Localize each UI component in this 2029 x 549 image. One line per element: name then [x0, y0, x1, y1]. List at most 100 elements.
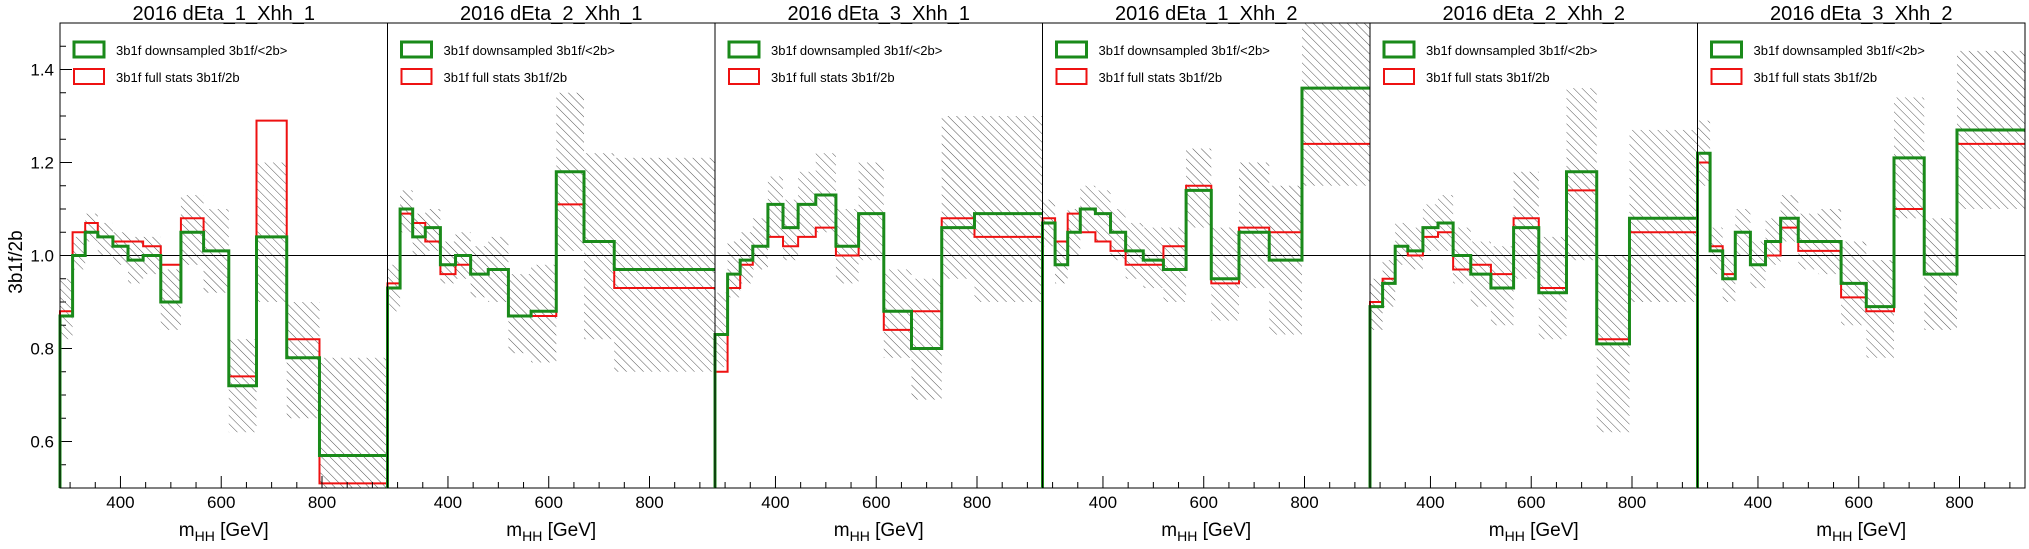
panel-title: 2016 dEta_3_Xhh_1: [788, 3, 970, 25]
series-downsampled-line: [1041, 86, 1370, 488]
legend-label: 3b1f full stats 3b1f/2b: [771, 70, 895, 85]
uncertainty-band-bin: [752, 218, 768, 270]
x-axis-label: mHH [GeV]: [506, 520, 596, 544]
x-tick-label: 400: [1089, 493, 1117, 512]
uncertainty-band-bin: [815, 153, 836, 233]
panel-title: 2016 dEta_2_Xhh_2: [1443, 3, 1625, 25]
y-tick-label: 1.0: [30, 247, 54, 266]
series-downsampled-line: [1368, 170, 1698, 488]
uncertainty-band-bin: [883, 269, 912, 358]
uncertainty-band-bin: [508, 274, 532, 354]
legend-swatch: [400, 40, 433, 59]
y-tick-label: 1.4: [30, 61, 54, 80]
uncertainty-band-bin: [1566, 88, 1597, 261]
legend-swatch: [1710, 40, 1743, 59]
x-tick-label: 400: [1416, 493, 1444, 512]
uncertainty-band-bin: [1866, 260, 1894, 358]
legend-label: 3b1f downsampled 3b1f/<2b>: [1754, 43, 1925, 58]
x-tick-label: 400: [1744, 493, 1772, 512]
uncertainty-band-bin: [767, 176, 784, 237]
x-tick-label: 800: [635, 493, 663, 512]
y-axis-label: 3b1f/2b: [6, 230, 27, 293]
legend-swatch: [727, 40, 761, 59]
x-axis-label: mHH [GeV]: [1489, 520, 1579, 544]
uncertainty-band-bin: [256, 162, 287, 302]
x-tick-label: 600: [207, 493, 235, 512]
uncertainty-band-bin: [1490, 246, 1514, 326]
uncertainty-band-bin: [1395, 222, 1408, 265]
series-downsampled-line: [386, 170, 715, 488]
x-tick-label: 400: [434, 493, 462, 512]
uncertainty-band-bin: [72, 236, 86, 270]
uncertainty-band-bin: [1110, 209, 1126, 261]
uncertainty-band-bin: [646, 157, 683, 372]
legend-label: 3b1f full stats 3b1f/2b: [1754, 70, 1878, 85]
uncertainty-band-bin: [531, 264, 557, 363]
uncertainty-band-bin: [740, 232, 753, 284]
uncertainty-band-bin: [614, 157, 647, 372]
x-tick-label: 600: [1190, 493, 1218, 512]
uncertainty-band-bin: [1664, 129, 1698, 302]
legend-swatch: [73, 68, 105, 85]
uncertainty-band-bin: [1513, 171, 1539, 279]
legend-swatch: [1710, 68, 1743, 85]
x-tick-label: 800: [1945, 493, 1973, 512]
y-tick-label: 1.2: [30, 154, 54, 173]
y-tick-label: 0.8: [30, 340, 54, 359]
panel-4: 400 600 800 mHH [GeV] 2016 dEta_1_Xhh_2 3b1f …: [1041, 3, 1371, 544]
uncertainty-band-bin: [941, 116, 975, 279]
uncertainty-band-bin: [319, 357, 355, 488]
uncertainty-band-bin: [112, 232, 129, 265]
series-downsampled-line: [713, 193, 1043, 488]
legend-swatch: [72, 40, 106, 59]
legend-label: 3b1f downsampled 3b1f/<2b>: [116, 43, 287, 58]
uncertainty-band-bin: [783, 199, 799, 261]
uncertainty-band-bin: [470, 246, 489, 298]
x-tick-label: 800: [308, 493, 336, 512]
panel-5: 400 600 800 mHH [GeV] 2016 dEta_2_Xhh_2 3b1f …: [1368, 3, 1698, 544]
uncertainty-band-bin: [412, 213, 426, 256]
x-tick-label: 600: [1517, 493, 1545, 512]
x-axis-label: mHH [GeV]: [179, 520, 269, 544]
x-tick-label: 800: [963, 493, 991, 512]
uncertainty-band-bin: [354, 357, 388, 488]
legend-label: 3b1f full stats 3b1f/2b: [1099, 70, 1223, 85]
uncertainty-band-bin: [911, 278, 942, 400]
panel-title: 2016 dEta_1_Xhh_2: [1115, 3, 1297, 25]
legend-label: 3b1f downsampled 3b1f/<2b>: [1099, 43, 1270, 58]
x-tick-label: 400: [761, 493, 789, 512]
uncertainty-band-bin: [974, 116, 1010, 302]
uncertainty-band-bin: [1186, 148, 1212, 228]
uncertainty-band-bin: [1629, 129, 1665, 302]
legend-swatch: [1383, 68, 1415, 85]
uncertainty-band-bin: [286, 302, 320, 419]
legend-label: 3b1f full stats 3b1f/2b: [444, 70, 568, 85]
x-tick-label: 800: [1618, 493, 1646, 512]
uncertainty-band-bin: [1163, 227, 1187, 302]
panel-6: 400 600 800 mHH [GeV] 2016 dEta_3_Xhh_2 3b1f …: [1696, 3, 2026, 544]
x-tick-label: 600: [862, 493, 890, 512]
legend-label: 3b1f downsampled 3b1f/<2b>: [444, 43, 615, 58]
panel-title: 2016 dEta_2_Xhh_1: [460, 3, 642, 25]
x-tick-label: 800: [1290, 493, 1318, 512]
legend-label: 3b1f downsampled 3b1f/<2b>: [771, 43, 942, 58]
uncertainty-band-bin: [682, 157, 715, 372]
panel-title: 2016 dEta_1_Xhh_1: [133, 3, 315, 25]
uncertainty-band-bin: [715, 292, 728, 368]
uncertainty-band-bin: [1143, 227, 1164, 289]
uncertainty-band-bin: [584, 153, 615, 340]
uncertainty-band-bin: [1239, 162, 1270, 289]
y-tick-label: 0.6: [30, 433, 54, 452]
legend-label: 3b1f full stats 3b1f/2b: [1426, 70, 1550, 85]
x-axis-label: mHH [GeV]: [1161, 520, 1251, 544]
legend-swatch: [1382, 40, 1416, 59]
panel-frame: [1697, 22, 2026, 489]
panel-title: 2016 dEta_3_Xhh_2: [1770, 3, 1952, 25]
x-tick-label: 600: [1845, 493, 1873, 512]
uncertainty-band-bin: [1211, 227, 1239, 321]
uncertainty-band-bin: [1009, 116, 1043, 302]
legend-label: 3b1f full stats 3b1f/2b: [116, 70, 240, 85]
x-tick-label: 400: [106, 493, 134, 512]
panel-1: 400 600 800 mHH [GeV] 2016 dEta_1_Xhh_1 3b1f …: [58, 3, 388, 544]
